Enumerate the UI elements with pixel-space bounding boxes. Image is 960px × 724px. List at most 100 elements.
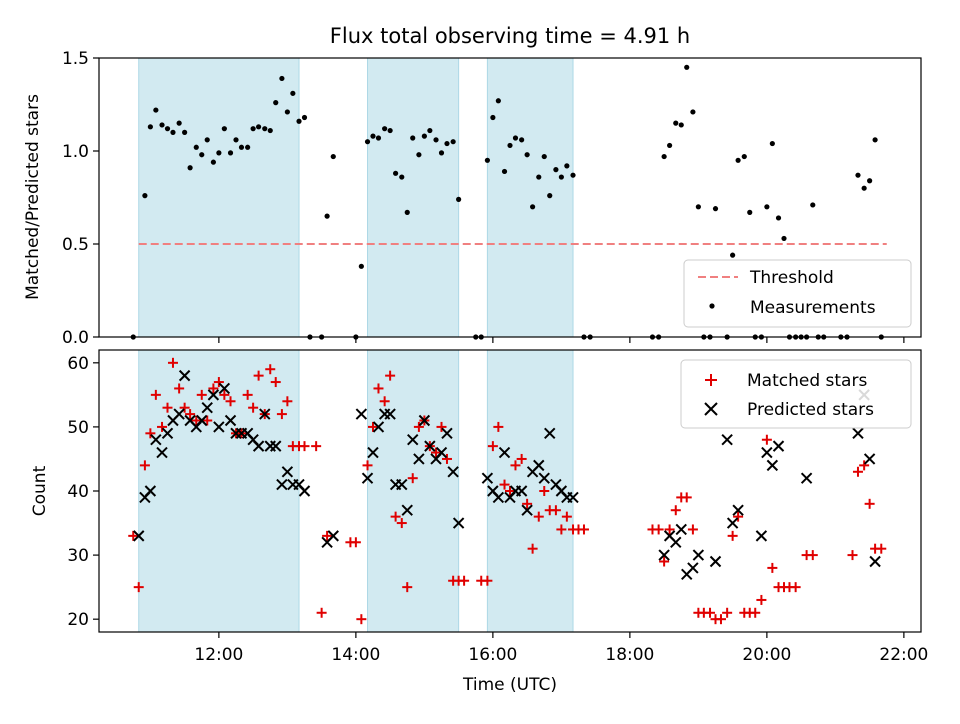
predicted-stars-point <box>281 466 294 478</box>
predicted-stars-point <box>418 414 431 427</box>
measurement-point <box>661 153 667 160</box>
measurement-point <box>404 209 410 215</box>
matched-stars-point <box>561 511 572 522</box>
measurement-point <box>690 109 696 115</box>
measurement-point <box>159 122 165 128</box>
predicted-stars-point <box>732 504 744 516</box>
predicted-stars-point <box>498 446 511 459</box>
legend-predicted-label: Predicted stars <box>747 400 874 420</box>
measurement-point <box>547 193 553 199</box>
measurement-point <box>855 172 861 178</box>
measurement-point <box>267 127 273 134</box>
matched-stars-point <box>510 460 521 471</box>
measurement-point <box>495 98 501 104</box>
measurement-point <box>410 135 416 141</box>
measurement-point <box>438 150 445 156</box>
measurement-point <box>364 139 371 145</box>
predicted-stars-point <box>252 440 265 452</box>
measurement-point <box>227 150 234 156</box>
measurement-point <box>382 126 388 132</box>
measurement-point <box>810 202 816 208</box>
matched-stars-point <box>556 524 567 535</box>
measurement-point <box>182 129 188 135</box>
measurement-point <box>330 153 336 160</box>
predicted-stars-point <box>218 382 231 395</box>
predicted-stars-point <box>481 472 494 484</box>
matched-stars-point <box>790 582 801 593</box>
y-tick-label: 20 <box>67 610 89 630</box>
predicted-stars-point <box>213 421 225 433</box>
predicted-stars-point <box>675 523 687 536</box>
measurement-point <box>153 107 159 113</box>
measurement-point <box>536 174 542 180</box>
x-tick-label: 16:00 <box>468 645 517 665</box>
predicted-stars-point <box>766 459 779 472</box>
matched-stars-point <box>322 530 333 541</box>
measurement-point <box>393 170 399 176</box>
measurement-point <box>747 209 753 215</box>
matched-stars-point <box>162 402 173 413</box>
matched-stars-point <box>270 377 281 388</box>
predicted-stars-point <box>259 408 271 420</box>
y-tick-label: 1.5 <box>62 49 89 69</box>
measurement-point <box>667 142 673 149</box>
bottom-panel: 20 30 40 50 60 12:00 14:00 16:00 18:00 20:00 22:0… <box>30 349 928 695</box>
matched-stars-point <box>859 460 870 471</box>
legend-measurements-swatch <box>709 303 715 309</box>
measurement-point <box>210 159 216 165</box>
measurement-point <box>284 109 290 115</box>
matched-stars-point <box>876 543 887 554</box>
top-y-axis-label: Matched/Predicted stars <box>23 94 43 300</box>
matched-stars-point <box>311 441 322 452</box>
measurement-point <box>673 120 679 126</box>
predicted-stars-point <box>726 517 739 529</box>
measurement-point <box>512 135 519 141</box>
measurement-point <box>193 144 199 150</box>
x-tick-label: 14:00 <box>331 645 380 665</box>
predicted-stars-point <box>401 504 413 516</box>
measurement-point <box>164 126 171 132</box>
measurement-point <box>501 168 508 175</box>
matched-stars-point <box>133 582 144 593</box>
matched-stars-point <box>128 530 139 541</box>
predicted-stars-point <box>800 472 813 484</box>
measurement-point <box>370 133 376 139</box>
measurement-point <box>427 127 433 134</box>
predicted-stars-point <box>196 414 208 427</box>
predicted-stars-point <box>863 453 876 465</box>
x-tick-label: 20:00 <box>742 645 791 665</box>
measurement-point <box>684 64 690 70</box>
predicted-stars-point <box>852 427 864 440</box>
top-plot-frame <box>98 57 922 338</box>
measurement-point <box>490 114 496 121</box>
predicted-stars-point <box>161 427 174 440</box>
y-tick-label: 0.5 <box>62 235 89 255</box>
measurement-point <box>524 152 530 158</box>
matched-stars-point <box>385 370 396 381</box>
predicted-stars-point <box>670 536 682 548</box>
measurement-point <box>519 137 525 143</box>
chart-title: Flux total observing time = 4.91 h <box>330 24 690 48</box>
matched-stars-point <box>756 594 767 605</box>
measurement-point <box>256 124 262 130</box>
y-tick-label: 40 <box>67 482 89 502</box>
matched-stars-point <box>265 364 276 375</box>
predicted-stars-point <box>515 485 528 497</box>
measurement-point <box>416 152 422 158</box>
matched-stars-point <box>431 447 442 458</box>
measurement-point <box>142 193 148 199</box>
measurement-point <box>872 137 878 143</box>
measurement-point <box>301 114 308 121</box>
observing-interval-shade <box>486 349 574 633</box>
predicted-stars-point <box>435 446 448 459</box>
measurement-point <box>290 90 296 96</box>
top-legend: Threshold Measurements <box>683 259 912 328</box>
predicted-stars-point <box>452 517 465 529</box>
measurement-point <box>507 142 513 149</box>
measurement-point <box>781 235 787 242</box>
predicted-stars-point <box>270 440 282 452</box>
measurement-point <box>358 263 364 269</box>
measurement-point <box>678 122 684 128</box>
matched-stars-point <box>253 370 264 381</box>
